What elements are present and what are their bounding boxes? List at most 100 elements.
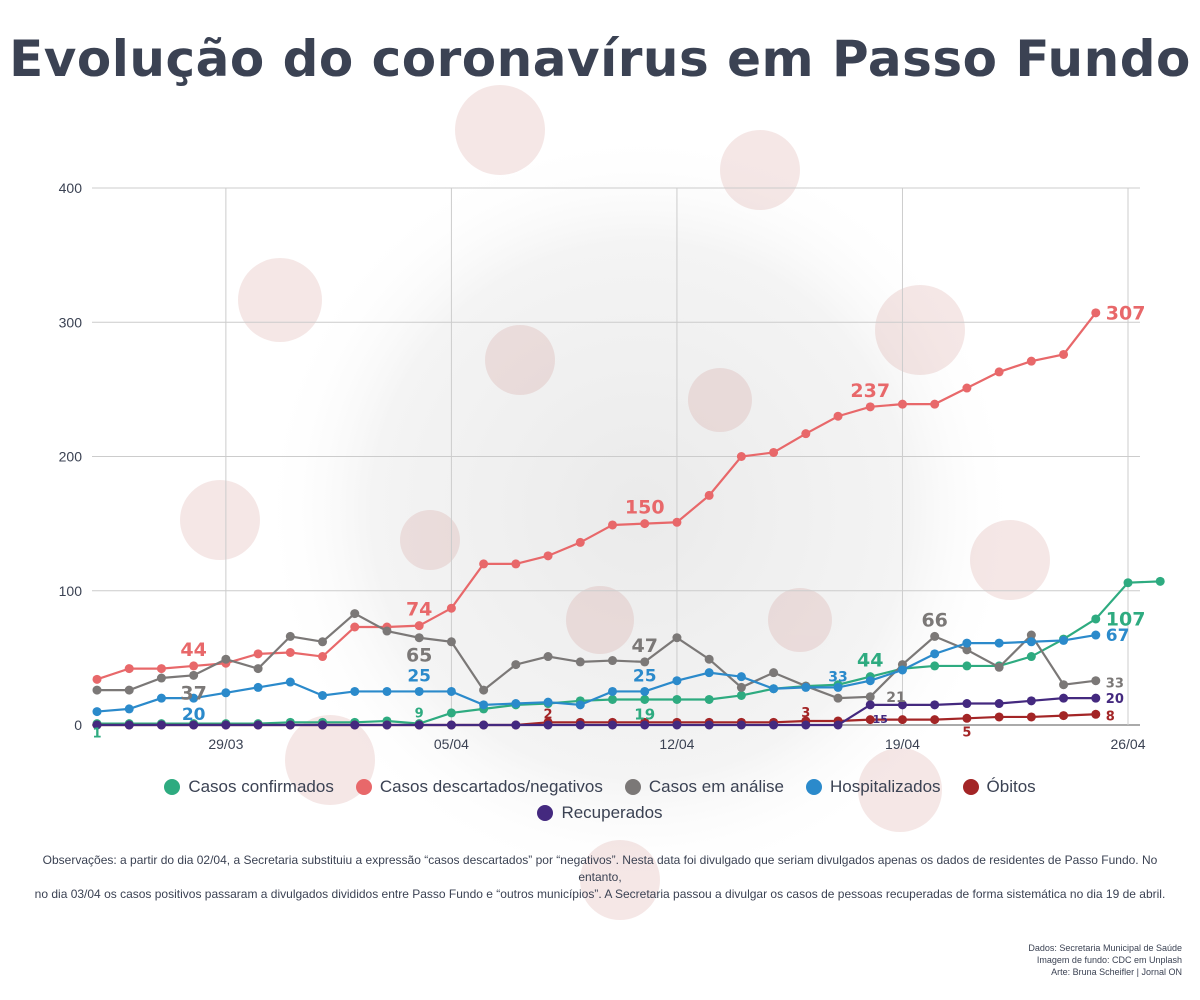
chart-legend: Casos confirmados Casos descartados/nega…: [0, 774, 1200, 826]
data-label-obitos: 3: [801, 706, 810, 721]
data-point-hospitalizados: [865, 676, 875, 686]
legend-label: Casos em análise: [648, 777, 784, 796]
data-label-recuperados: 15: [873, 713, 888, 726]
data-point-recuperados: [1091, 693, 1101, 703]
data-point-confirmados: [930, 661, 940, 671]
data-point-descartados: [92, 674, 102, 684]
data-point-descartados: [1026, 356, 1036, 366]
y-tick-label: 300: [59, 314, 83, 330]
data-label-descartados: 307: [1106, 303, 1146, 325]
data-point-hospitalizados: [994, 638, 1004, 648]
data-point-confirmados: [736, 690, 746, 700]
data-point-descartados: [994, 367, 1004, 377]
legend-dot-analise: [624, 779, 641, 795]
data-label-confirmados: 19: [634, 705, 655, 723]
y-tick-label: 100: [59, 583, 83, 599]
data-point-recuperados: [285, 720, 295, 730]
data-label-analise: 33: [1106, 676, 1124, 691]
data-point-recuperados: [253, 720, 263, 730]
data-point-analise: [1091, 676, 1101, 686]
credit-line: Arte: Bruna Scheifler | Jornal ON: [1051, 967, 1182, 977]
data-point-confirmados: [1123, 578, 1133, 588]
x-tick-label: 29/03: [208, 736, 243, 752]
data-point-analise: [479, 685, 489, 695]
data-label-hospitalizados: 25: [633, 666, 657, 686]
data-point-recuperados: [962, 699, 972, 709]
data-point-analise: [608, 656, 617, 666]
data-point-obitos: [962, 713, 972, 723]
data-point-analise: [962, 645, 972, 655]
data-point-hospitalizados: [1026, 637, 1036, 647]
data-point-analise: [221, 654, 231, 664]
data-point-recuperados: [414, 720, 424, 730]
data-point-descartados: [704, 490, 714, 500]
data-point-recuperados: [640, 720, 650, 730]
data-point-recuperados: [221, 720, 231, 730]
data-point-hospitalizados: [930, 649, 940, 659]
data-point-confirmados: [672, 694, 682, 704]
y-tick-label: 200: [59, 449, 83, 465]
data-point-analise: [994, 662, 1004, 672]
data-point-descartados: [736, 452, 746, 461]
data-point-analise: [833, 693, 843, 703]
y-tick-label: 0: [74, 717, 82, 733]
data-point-analise: [575, 657, 585, 667]
data-point-recuperados: [1026, 696, 1036, 706]
data-label-analise: 47: [631, 635, 657, 657]
note-line: Observações: a partir do dia 02/04, a Se…: [42, 853, 1158, 884]
data-point-obitos: [897, 715, 907, 725]
data-point-descartados: [350, 622, 360, 632]
data-point-analise: [769, 668, 779, 678]
data-point-recuperados: [92, 720, 102, 730]
legend-label: Casos descartados/negativos: [379, 777, 603, 796]
data-point-confirmados: [608, 694, 617, 704]
data-point-descartados: [930, 399, 940, 409]
data-point-recuperados: [672, 720, 682, 730]
data-point-analise: [253, 664, 263, 674]
data-point-obitos: [865, 715, 875, 725]
data-point-obitos: [1091, 709, 1101, 719]
data-point-analise: [285, 631, 295, 641]
x-tick-label: 26/04: [1110, 736, 1145, 752]
data-point-analise: [1026, 630, 1036, 640]
data-label-analise: 21: [886, 690, 905, 706]
series-line-analise: [97, 612, 1096, 700]
data-label-recuperados: 20: [1106, 692, 1124, 707]
data-point-recuperados: [382, 720, 392, 730]
data-point-hospitalizados: [897, 665, 907, 675]
data-label-descartados: 237: [850, 380, 890, 402]
data-point-descartados: [479, 559, 489, 569]
data-point-hospitalizados: [704, 668, 714, 678]
data-label-confirmados: 44: [857, 650, 883, 672]
data-point-recuperados: [156, 720, 166, 730]
series-line-recuperados: [97, 697, 1096, 727]
data-label-analise: 37: [180, 682, 206, 704]
data-label-confirmados: 107: [1106, 609, 1146, 631]
data-point-confirmados: [1091, 614, 1101, 624]
data-point-obitos: [1026, 712, 1036, 722]
data-point-recuperados: [608, 720, 617, 730]
data-label-descartados: 74: [406, 599, 432, 621]
data-label-descartados: 44: [180, 639, 206, 661]
legend-dot-recuperados: [537, 805, 554, 821]
data-point-analise: [446, 637, 456, 647]
legend-label: Óbitos: [986, 777, 1036, 796]
data-point-recuperados: [124, 720, 134, 730]
data-label-obitos: 8: [1106, 709, 1115, 724]
data-point-recuperados: [801, 720, 811, 730]
data-point-confirmados: [1155, 576, 1165, 586]
data-point-hospitalizados: [608, 686, 617, 696]
data-point-recuperados: [897, 700, 907, 710]
data-point-hospitalizados: [769, 684, 779, 694]
data-point-analise: [543, 652, 553, 662]
data-point-hospitalizados: [253, 682, 263, 692]
data-label-descartados: 150: [625, 497, 665, 519]
data-point-recuperados: [511, 720, 521, 730]
data-label-hospitalizados: 67: [1106, 626, 1130, 646]
credit-line: Imagem de fundo: CDC em Unplash: [1036, 955, 1182, 965]
legend-item-obitos: Óbitos: [962, 777, 1036, 797]
data-point-analise: [156, 673, 166, 683]
data-point-descartados: [833, 411, 843, 421]
data-point-confirmados: [704, 694, 714, 704]
data-point-recuperados: [189, 720, 199, 730]
